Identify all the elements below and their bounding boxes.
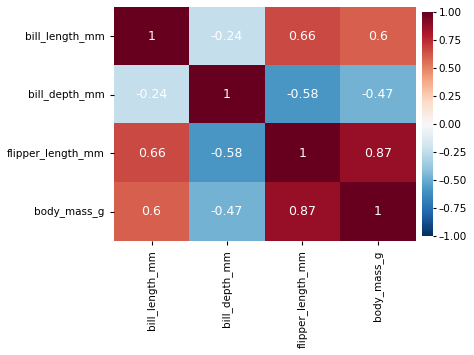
Text: 0.6: 0.6 xyxy=(142,206,162,218)
Text: 0.6: 0.6 xyxy=(368,30,388,43)
Text: -0.58: -0.58 xyxy=(211,147,243,160)
Text: 0.87: 0.87 xyxy=(364,147,392,160)
Text: -0.24: -0.24 xyxy=(211,30,243,43)
Text: -0.58: -0.58 xyxy=(286,88,319,101)
Text: -0.24: -0.24 xyxy=(136,88,168,101)
Text: 1: 1 xyxy=(147,30,155,43)
Text: -0.47: -0.47 xyxy=(211,206,243,218)
Text: -0.47: -0.47 xyxy=(362,88,394,101)
Text: 1: 1 xyxy=(223,88,231,101)
Text: 1: 1 xyxy=(374,206,382,218)
Text: 0.66: 0.66 xyxy=(289,30,316,43)
Text: 0.87: 0.87 xyxy=(288,206,317,218)
Text: 1: 1 xyxy=(299,147,306,160)
Text: 0.66: 0.66 xyxy=(137,147,165,160)
